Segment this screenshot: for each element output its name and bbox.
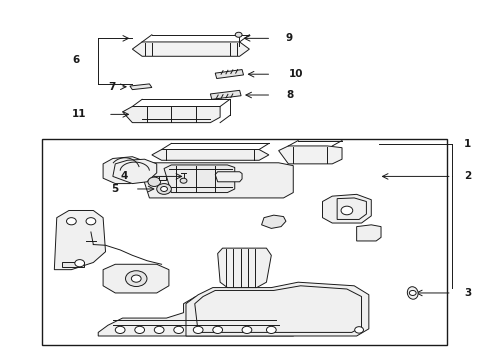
Text: 8: 8	[285, 90, 293, 100]
Circle shape	[160, 186, 167, 192]
Circle shape	[340, 206, 352, 215]
Polygon shape	[140, 163, 293, 198]
Circle shape	[242, 326, 251, 333]
Text: 6: 6	[73, 55, 80, 65]
Circle shape	[235, 32, 242, 37]
Polygon shape	[103, 157, 147, 184]
Polygon shape	[122, 107, 220, 123]
Circle shape	[408, 291, 415, 296]
Circle shape	[154, 326, 163, 333]
Polygon shape	[261, 215, 285, 228]
Polygon shape	[278, 146, 341, 164]
Text: 4: 4	[120, 171, 127, 181]
Circle shape	[125, 271, 147, 287]
Polygon shape	[130, 84, 152, 90]
Circle shape	[115, 326, 125, 333]
Text: 1: 1	[463, 139, 470, 149]
Polygon shape	[103, 264, 168, 293]
Circle shape	[173, 326, 183, 333]
Bar	[42, 139, 446, 345]
Text: 2: 2	[463, 171, 470, 181]
Circle shape	[66, 218, 76, 225]
Text: 5: 5	[111, 184, 119, 194]
Circle shape	[193, 326, 203, 333]
Text: 9: 9	[285, 33, 292, 43]
Circle shape	[75, 260, 84, 267]
Circle shape	[131, 275, 141, 282]
Bar	[159, 176, 166, 180]
Text: 11: 11	[71, 109, 86, 120]
Ellipse shape	[407, 287, 417, 299]
Circle shape	[86, 218, 96, 225]
Circle shape	[180, 178, 186, 183]
Polygon shape	[215, 172, 242, 182]
Polygon shape	[217, 248, 271, 288]
Polygon shape	[356, 225, 380, 241]
Polygon shape	[113, 159, 157, 184]
Circle shape	[157, 184, 171, 194]
Circle shape	[135, 326, 144, 333]
Polygon shape	[322, 194, 370, 223]
Polygon shape	[98, 297, 305, 336]
Text: 7: 7	[108, 82, 115, 92]
Circle shape	[266, 326, 276, 333]
Circle shape	[148, 177, 160, 186]
Polygon shape	[215, 69, 243, 78]
Text: 3: 3	[463, 288, 470, 298]
Polygon shape	[163, 165, 234, 193]
Text: 10: 10	[288, 69, 302, 79]
Circle shape	[212, 326, 222, 333]
Circle shape	[354, 327, 363, 333]
Polygon shape	[210, 90, 241, 99]
Polygon shape	[132, 42, 249, 56]
Polygon shape	[152, 149, 268, 160]
Polygon shape	[54, 211, 105, 270]
Polygon shape	[61, 262, 83, 267]
Polygon shape	[185, 282, 368, 336]
